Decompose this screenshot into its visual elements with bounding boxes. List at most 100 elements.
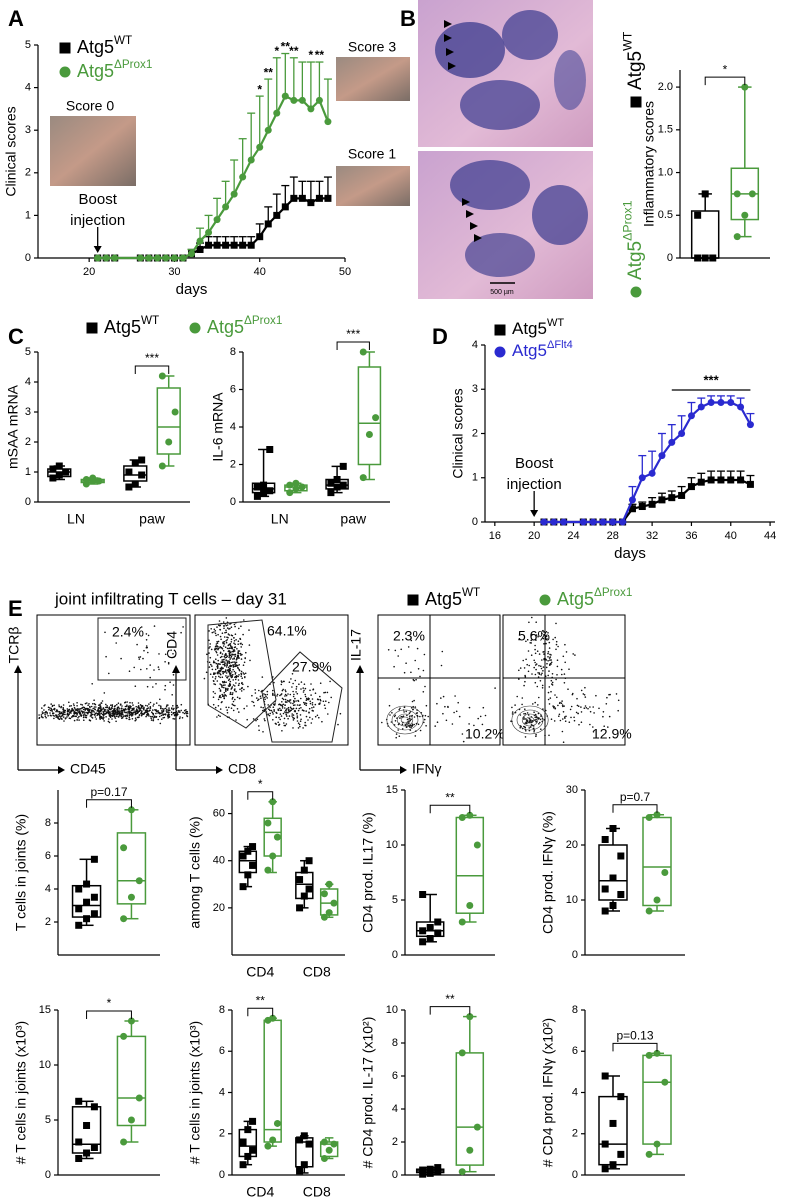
data-point <box>324 118 332 126</box>
event-dot <box>182 711 184 714</box>
event-dot <box>120 707 123 710</box>
event-dot <box>214 678 217 680</box>
event-dot <box>215 650 217 653</box>
event-dot <box>510 720 512 722</box>
error-bar <box>272 57 281 114</box>
event-dot <box>572 653 574 655</box>
event-dot <box>55 716 57 718</box>
event-dot <box>540 715 542 718</box>
event-dot <box>70 712 72 714</box>
event-dot <box>298 683 300 685</box>
photo <box>50 116 136 186</box>
event-dot <box>522 659 524 662</box>
event-dot <box>240 642 242 645</box>
event-dot <box>530 719 532 721</box>
event-dot <box>323 691 325 694</box>
event-dot <box>234 653 237 656</box>
data-point <box>609 902 617 909</box>
event-dot <box>90 714 92 716</box>
data-point <box>305 885 313 893</box>
event-dot <box>149 676 151 679</box>
event-dot <box>85 714 88 717</box>
event-dot <box>249 659 251 662</box>
event-dot <box>282 688 285 691</box>
data-point <box>136 254 144 262</box>
event-dot <box>287 711 289 714</box>
data-point <box>609 874 617 882</box>
y-tick-label: 6 <box>45 850 51 862</box>
event-dot <box>554 694 556 696</box>
data-point <box>266 487 274 495</box>
event-dot <box>454 695 456 697</box>
event-dot <box>534 716 536 719</box>
event-dot <box>107 712 110 715</box>
event-dot <box>223 636 226 638</box>
event-dot <box>55 710 57 713</box>
event-dot <box>108 672 110 675</box>
event-dot <box>233 637 235 639</box>
event-dot <box>535 735 537 738</box>
event-dot <box>107 720 110 723</box>
event-dot <box>540 674 542 676</box>
data-point <box>419 938 427 946</box>
event-dot <box>233 650 236 652</box>
event-dot <box>68 717 71 719</box>
y-tick-label: 6 <box>572 1045 578 1057</box>
event-dot <box>91 683 93 685</box>
error-bar <box>306 180 315 203</box>
event-dot <box>129 710 131 712</box>
event-dot <box>248 629 250 631</box>
event-dot <box>62 706 64 709</box>
event-dot <box>101 708 103 711</box>
y-tick-label: 1 <box>25 209 31 221</box>
legend-sup: ΔProx1 <box>621 200 635 241</box>
data-point <box>145 254 153 262</box>
event-dot <box>280 693 282 696</box>
event-dot <box>272 719 274 721</box>
y-tick-label: 4 <box>230 421 236 433</box>
event-dot <box>94 703 97 706</box>
event-dot <box>232 684 235 686</box>
arrow-head <box>93 246 102 253</box>
event-dot <box>580 721 583 723</box>
event-dot <box>224 669 227 671</box>
event-dot <box>556 665 559 668</box>
event-dot <box>518 678 520 680</box>
y-tick-label: 0 <box>392 949 398 961</box>
event-dot <box>284 701 287 703</box>
event-dot <box>163 716 166 719</box>
event-dot <box>109 713 112 716</box>
error-bar <box>638 454 647 478</box>
event-dot <box>221 655 223 658</box>
event-dot <box>288 715 291 717</box>
event-dot <box>152 686 154 688</box>
event-dot <box>230 693 232 695</box>
error-bar <box>306 61 315 109</box>
event-dot <box>225 640 227 642</box>
event-dot <box>518 638 520 641</box>
event-dot <box>255 719 257 722</box>
event-dot <box>140 714 143 717</box>
data-point <box>733 233 741 241</box>
event-dot <box>44 713 46 716</box>
event-dot <box>291 686 293 688</box>
event-dot <box>311 709 314 712</box>
event-dot <box>525 730 527 732</box>
event-dot <box>219 708 222 710</box>
significance-label: ** <box>445 790 455 804</box>
event-dot <box>271 711 274 713</box>
event-dot <box>127 713 129 715</box>
event-dot <box>71 709 73 712</box>
event-dot <box>556 659 559 661</box>
event-dot <box>40 715 43 718</box>
event-dot <box>101 717 104 719</box>
event-dot <box>165 705 168 708</box>
event-dot <box>147 714 150 716</box>
event-dot <box>153 703 155 705</box>
event-dot <box>411 700 414 703</box>
event-dot <box>58 705 61 708</box>
event-dot <box>152 714 155 716</box>
event-dot <box>155 716 157 718</box>
event-dot <box>176 712 179 714</box>
event-dot <box>72 709 74 712</box>
